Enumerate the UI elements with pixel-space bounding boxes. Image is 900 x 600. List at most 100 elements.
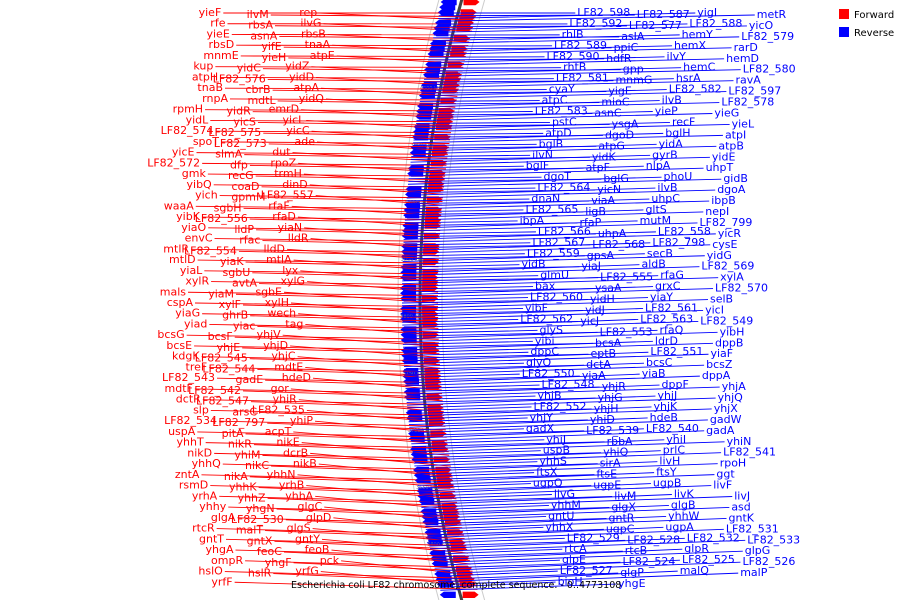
gene-label-dgoa[interactable]: dgoA (717, 183, 746, 196)
gene-label-mioc[interactable]: mioC (601, 96, 630, 109)
gene-label-gor[interactable]: gor (271, 382, 290, 395)
gene-label-yidj[interactable]: yidJ (585, 303, 605, 316)
gene-label-hemx[interactable]: hemX (674, 39, 706, 52)
gene-label-gade[interactable]: gadE (235, 373, 263, 386)
gene-label-viaa[interactable]: viaA (591, 194, 615, 207)
gene-label-lf82_553[interactable]: LF82_553 (600, 325, 653, 338)
gene-label-dppc[interactable]: dppC (530, 345, 559, 358)
gene-label-ilvg[interactable]: ilvG (300, 17, 321, 30)
gene-label-recg[interactable]: recG (228, 169, 254, 182)
gene-label-yibf[interactable]: yibF (525, 301, 548, 314)
gene-label-kup[interactable]: kup (193, 60, 213, 73)
gene-label-yrhb[interactable]: yrhB (279, 479, 304, 492)
gene-label-yiab[interactable]: yiaB (642, 367, 666, 380)
gene-label-slma[interactable]: slmA (215, 148, 243, 161)
gene-label-waaa[interactable]: waaA (164, 199, 194, 212)
gene-label-bglb[interactable]: bglB (539, 137, 564, 150)
gene-label-lf82_559[interactable]: LF82_559 (527, 247, 580, 260)
gene-label-feob[interactable]: feoB (305, 543, 330, 556)
gene-label-wech[interactable]: wech (267, 307, 296, 320)
gene-label-yiel[interactable]: yieL (732, 117, 755, 130)
gene-label-lf82_568[interactable]: LF82_568 (592, 238, 645, 251)
gene-label-atph[interactable]: atpH (192, 70, 218, 83)
gene-label-yhjq[interactable]: yhjQ (718, 391, 744, 404)
gene-label-yidk[interactable]: yidK (592, 150, 617, 163)
gene-label-hslr[interactable]: hslR (248, 567, 272, 580)
gene-label-lf82_548[interactable]: LF82_548 (542, 378, 595, 391)
gene-label-lf82_539[interactable]: LF82_539 (586, 424, 639, 437)
gene-label-asia[interactable]: asIA (621, 30, 645, 43)
gene-label-gntx[interactable]: gntX (247, 534, 273, 547)
gene-label-yiao[interactable]: yiaO (181, 221, 206, 234)
gene-label-uspa[interactable]: uspA (168, 425, 196, 438)
gene-label-ligb[interactable]: ligB (585, 205, 606, 218)
gene-label-lf82_533[interactable]: LF82_533 (747, 533, 800, 546)
gene-label-lf82_588[interactable]: LF82_588 (689, 17, 742, 30)
gene-label-yide[interactable]: yidE (712, 150, 736, 163)
gene-label-yidz[interactable]: yidZ (285, 60, 310, 73)
gene-label-yhgn[interactable]: yhgN (246, 502, 275, 515)
gene-label-nike[interactable]: nikE (276, 436, 299, 449)
gene-label-livh[interactable]: livH (659, 455, 680, 468)
gene-label-lf82_551[interactable]: LF82_551 (650, 345, 703, 358)
gene-label-lf82_547[interactable]: LF82_547 (196, 395, 249, 408)
gene-label-rfaq[interactable]: rfaQ (660, 323, 684, 336)
gene-label-yhii[interactable]: yhiI (666, 433, 686, 446)
gene-label-ugpb[interactable]: ugpB (653, 477, 681, 490)
gene-label-ilvb[interactable]: ilvB (662, 94, 682, 107)
gene-label-lf82_549[interactable]: LF82_549 (700, 314, 753, 327)
gene-label-yidg[interactable]: yidG (707, 249, 732, 262)
gene-label-mtla[interactable]: mtlA (266, 253, 292, 266)
gene-label-ibpb[interactable]: ibpB (711, 194, 736, 207)
gene-label-lf82_573[interactable]: LF82_573 (214, 137, 267, 150)
gene-label-gpp[interactable]: gpp (623, 63, 644, 76)
gene-label-lf82_562[interactable]: LF82_562 (520, 312, 573, 325)
gene-label-yidd[interactable]: yidD (289, 70, 314, 83)
gene-label-selb[interactable]: selB (710, 293, 733, 306)
gene-label-avta[interactable]: avtA (232, 277, 258, 290)
gene-label-hsra[interactable]: hsrA (676, 72, 701, 85)
gene-label-dppb[interactable]: dppB (715, 336, 744, 349)
gene-label-lf82_535[interactable]: LF82_535 (252, 403, 305, 416)
gene-label-yhim[interactable]: yhiM (234, 448, 260, 461)
gene-label-hemd[interactable]: hemD (726, 52, 759, 65)
gene-label-yhid[interactable]: yhiD (590, 413, 615, 426)
gene-label-yici[interactable]: yicI (705, 303, 724, 316)
gene-label-lf82_587[interactable]: LF82_587 (637, 8, 690, 21)
gene-label-rbsb[interactable]: rbsB (301, 27, 326, 40)
gene-label-lf82_577[interactable]: LF82_577 (629, 19, 682, 32)
gene-label-lf82_590[interactable]: LF82_590 (547, 50, 600, 63)
gene-label-yics[interactable]: yicS (233, 115, 256, 128)
gene-label-rava[interactable]: ravA (735, 74, 761, 87)
gene-label-glpe[interactable]: glpE (562, 553, 586, 566)
gene-label-sgbe[interactable]: sgbE (255, 285, 282, 298)
gene-label-bcse[interactable]: bcsE (166, 339, 192, 352)
gene-label-rpmh[interactable]: rpmH (173, 103, 204, 116)
gene-label-lf82_564[interactable]: LF82_564 (537, 181, 590, 194)
gene-label-bioh[interactable]: bioH (558, 575, 583, 588)
gene-label-acpt[interactable]: acpT (265, 425, 292, 438)
gene-label-bcsc[interactable]: bcsC (646, 356, 673, 369)
gene-label-lf82_592[interactable]: LF82_592 (569, 17, 622, 30)
gene-label-yiam[interactable]: yiaM (208, 287, 234, 300)
gene-label-ugpq[interactable]: ugpQ (533, 477, 563, 490)
gene-label-gnty[interactable]: gntY (295, 532, 320, 545)
gene-label-yiak[interactable]: yiaK (220, 255, 244, 268)
gene-label-rtca[interactable]: rtcA (564, 542, 587, 555)
gene-label-gpmm[interactable]: gpmM (231, 191, 265, 204)
gene-label-gntk[interactable]: gntK (729, 511, 755, 524)
gene-label-dfp[interactable]: dfp (230, 158, 248, 171)
gene-label-yidc[interactable]: yidC (237, 62, 262, 75)
gene-label-kdgk[interactable]: kdgK (172, 350, 200, 363)
gene-label-lf82_550[interactable]: LF82_550 (522, 367, 575, 380)
gene-label-pita[interactable]: pitA (222, 427, 244, 440)
gene-label-lf82_545[interactable]: LF82_545 (195, 352, 248, 365)
gene-label-malq[interactable]: malQ (680, 564, 710, 577)
gene-label-dctr[interactable]: dctR (176, 393, 201, 406)
gene-label-yich[interactable]: yich (195, 189, 218, 202)
gene-label-rnpa[interactable]: rnpA (202, 92, 228, 105)
gene-label-glpg[interactable]: glpG (745, 544, 771, 557)
gene-label-hdfr[interactable]: hdfR (606, 52, 632, 65)
gene-label-yhhq[interactable]: yhhQ (192, 457, 221, 470)
gene-label-gadw[interactable]: gadW (710, 413, 742, 426)
